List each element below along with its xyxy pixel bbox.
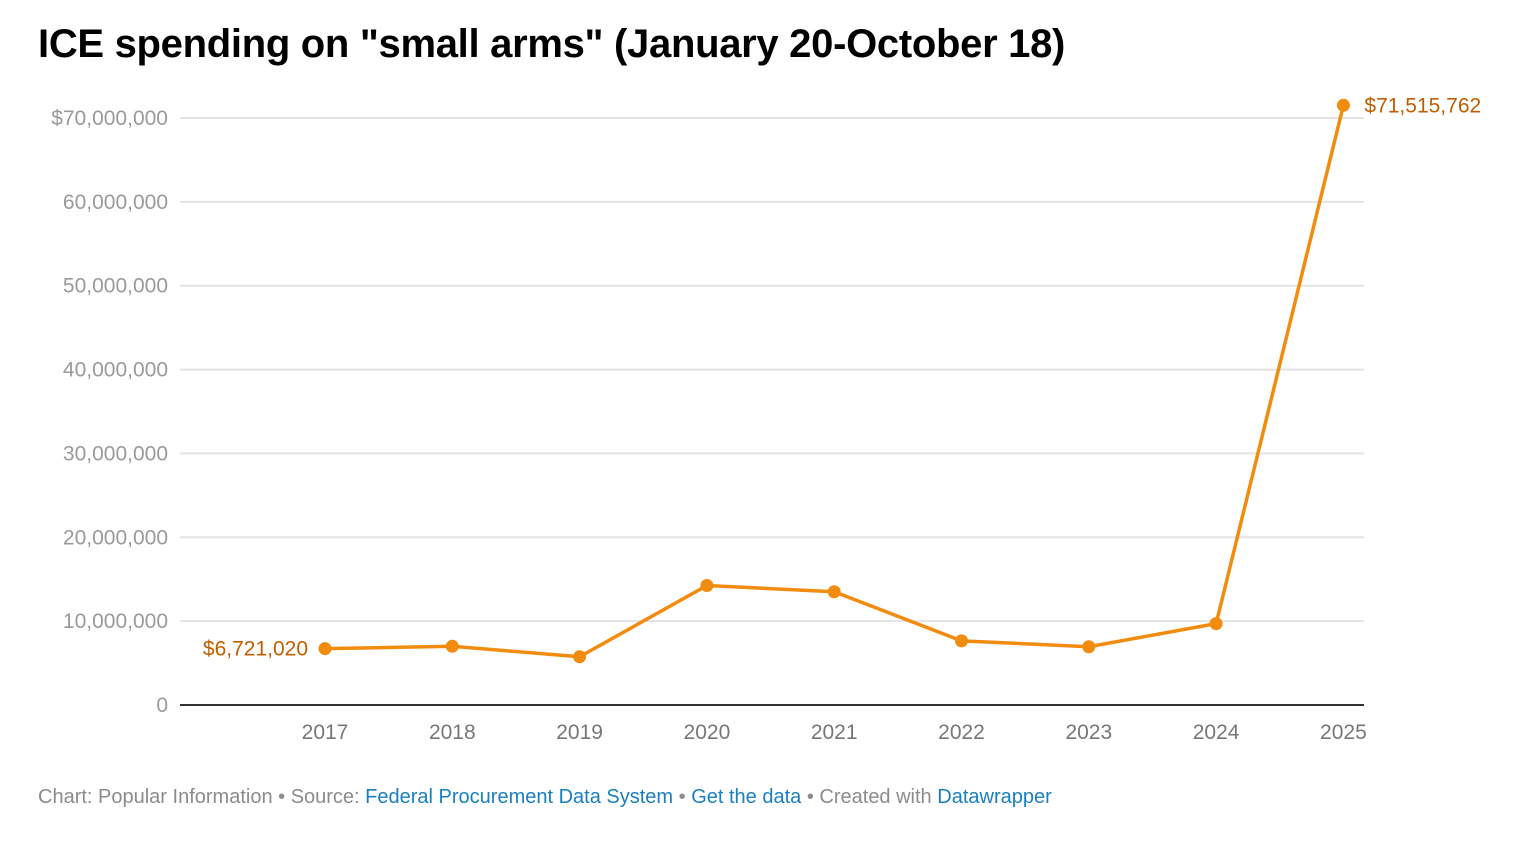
data-point: [827, 585, 841, 599]
x-tick-label: 2020: [684, 721, 731, 744]
x-tick-label: 2017: [302, 721, 349, 744]
x-axis-ticks: 2017 2018 2019 2020 2021 2022 2023 2024 2025: [302, 721, 1367, 744]
x-tick-label: 2025: [1320, 721, 1367, 744]
datawrapper-link[interactable]: Datawrapper: [937, 786, 1052, 808]
x-tick-label: 2019: [556, 721, 603, 744]
y-tick-label: 0: [156, 694, 168, 717]
y-tick-label: 40,000,000: [63, 359, 168, 382]
y-tick-label: 30,000,000: [63, 442, 168, 465]
x-tick-label: 2024: [1193, 721, 1240, 744]
gridlines: [180, 117, 1364, 623]
data-point: [318, 642, 332, 656]
created-with-label: Created with: [819, 786, 938, 808]
x-tick-label: 2018: [429, 721, 476, 744]
data-point: [1082, 640, 1096, 654]
footer-separator: •: [801, 786, 820, 808]
source-link[interactable]: Federal Procurement Data System: [365, 786, 674, 808]
x-tick-label: 2023: [1065, 721, 1112, 744]
data-point: [445, 639, 459, 653]
data-point: [955, 634, 968, 648]
get-data-link[interactable]: Get the data: [691, 786, 802, 808]
data-point: [1209, 617, 1223, 631]
source-label: Source:: [290, 786, 366, 808]
x-tick-label: 2022: [938, 721, 985, 744]
data-label: $6,721,020: [203, 638, 308, 661]
chart-title: ICE spending on "small arms" (January 20…: [38, 22, 1066, 66]
y-axis-ticks: 0 10,000,000 20,000,000 30,000,000 40,000,00…: [51, 107, 168, 717]
y-tick-label: $70,000,000: [51, 107, 168, 130]
chart-credit: Chart: Popular Information: [38, 786, 273, 808]
footer-separator: •: [673, 786, 692, 808]
x-tick-label: 2021: [811, 721, 858, 744]
y-tick-label: 10,000,000: [63, 610, 168, 633]
data-label: $71,515,762: [1364, 94, 1481, 117]
series-line: [323, 103, 1346, 659]
data-point: [573, 650, 587, 664]
footer-separator: •: [272, 786, 291, 808]
annotations: $6,721,020 $71,515,762: [203, 94, 1481, 660]
data-point: [700, 579, 714, 593]
data-point: [1336, 98, 1350, 112]
y-tick-label: 50,000,000: [63, 275, 168, 298]
chart-footer: Chart: Popular Information • Source: Fed…: [38, 786, 1052, 809]
y-tick-label: 20,000,000: [63, 526, 168, 549]
series-group: [318, 98, 1350, 664]
y-tick-label: 60,000,000: [63, 191, 168, 214]
